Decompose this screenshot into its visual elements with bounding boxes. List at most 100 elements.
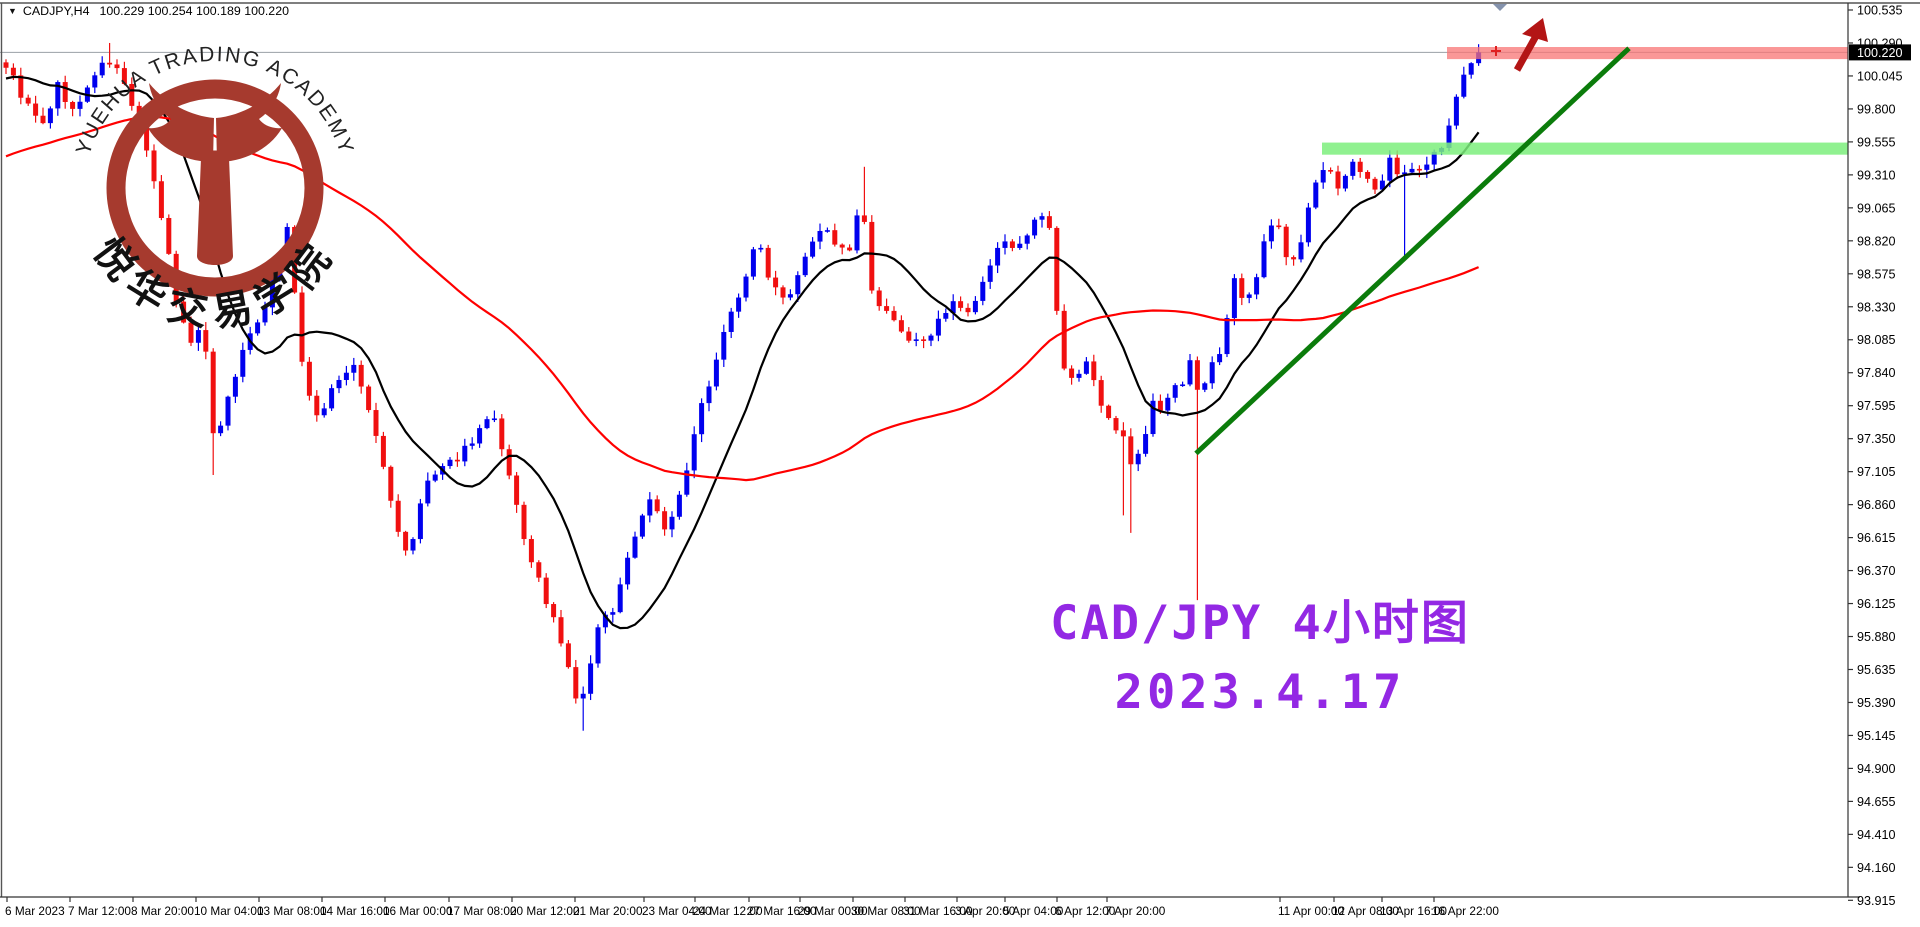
candle-body (1024, 235, 1030, 244)
candle-body (684, 470, 690, 495)
current-price-marker (1491, 46, 1501, 56)
candle-body (1120, 430, 1126, 437)
time-tick-label: 10 Mar 04:00 (194, 904, 264, 918)
candle-body (1231, 278, 1237, 319)
candle-body (1320, 170, 1326, 183)
candle-body (721, 331, 727, 360)
candle-body (943, 313, 949, 319)
candle-body (151, 150, 157, 182)
candle-body (1135, 453, 1141, 465)
candle-body (1091, 361, 1097, 381)
candle-body (824, 230, 830, 232)
candle-body (1416, 168, 1422, 171)
candle-body (1098, 380, 1104, 406)
price-tick-label: 97.595 (1857, 399, 1896, 413)
candle-body (1402, 172, 1408, 175)
candle-body (602, 614, 608, 628)
time-tick-label: 8 Mar 20:00 (131, 904, 194, 918)
candle-body (713, 359, 719, 387)
candle-body (728, 311, 734, 332)
support-zone[interactable] (1322, 142, 1848, 155)
candle-body (1061, 310, 1067, 369)
time-tick-label: 21 Mar 20:00 (573, 904, 643, 918)
candle-body (795, 275, 801, 295)
candle-body (995, 247, 1001, 266)
candle-body (832, 230, 838, 245)
candle-body (1268, 225, 1274, 242)
candle-body (158, 181, 164, 218)
arrow-annotation[interactable] (1513, 18, 1548, 72)
candle-body (1202, 383, 1208, 390)
candle-body (417, 503, 423, 540)
candle-body (388, 466, 394, 501)
candle-body (10, 67, 16, 76)
price-tick-label: 94.410 (1857, 828, 1896, 842)
time-tick-label: 27 Mar 16:00 (747, 904, 817, 918)
price-tick-label: 97.840 (1857, 366, 1896, 380)
ohlc-readout: 100.229 100.254 100.189 100.220 (99, 4, 289, 18)
candle-body (1165, 397, 1171, 411)
candle-body (1157, 400, 1163, 411)
candle-body (1224, 318, 1230, 355)
candle-body (935, 318, 941, 336)
chart-title-bar: ▼ CADJPY,H4 100.229 100.254 100.189 100.… (8, 3, 289, 19)
time-tick-label: 17 Mar 08:00 (447, 904, 517, 918)
candle-body (817, 230, 823, 242)
candle-body (491, 418, 497, 421)
candle-body (181, 301, 187, 323)
price-tick-label: 96.615 (1857, 531, 1896, 545)
candle-body (277, 255, 283, 279)
candle-body (1394, 157, 1400, 175)
candle-body (558, 617, 564, 644)
candle-body (462, 445, 468, 462)
time-tick-label: 6 Mar 2023 (5, 904, 65, 918)
price-tick-label: 98.575 (1857, 267, 1896, 281)
candle-body (521, 504, 527, 540)
candle-body (514, 475, 520, 505)
ma-fast-line (5, 75, 1480, 630)
candle-body (588, 663, 594, 694)
candle-body (269, 278, 275, 308)
candle-body (921, 339, 927, 341)
resistance-zone[interactable] (1447, 47, 1848, 60)
candle-body (40, 115, 46, 124)
candle-body (195, 330, 201, 343)
candle-body (691, 434, 697, 471)
price-tick-label: 100.535 (1857, 4, 1903, 18)
candle-body (232, 376, 238, 397)
candle-body (1342, 175, 1348, 189)
candle-body (1128, 436, 1134, 465)
scroll-position-icon[interactable] (1493, 4, 1507, 11)
price-tick-label: 94.655 (1857, 795, 1896, 809)
candle-body (447, 459, 453, 467)
symbol-dropdown-icon[interactable]: ▼ (8, 6, 17, 16)
candle-body (1468, 63, 1474, 75)
time-tick-label: 24 Mar 12:00 (693, 904, 763, 918)
candle-body (284, 226, 290, 256)
candle-body (610, 612, 616, 615)
candle-body (1246, 294, 1252, 298)
candle-body (299, 292, 305, 362)
candle-body (802, 256, 808, 276)
time-tick-label: 13 Mar 08:00 (257, 904, 327, 918)
candle-body (987, 265, 993, 282)
candle-body (625, 557, 631, 585)
price-tick-label: 100.045 (1857, 69, 1903, 83)
candle-body (1209, 362, 1215, 384)
price-tick-label: 95.635 (1857, 663, 1896, 677)
candle-body (980, 281, 986, 301)
candle-body (144, 126, 150, 151)
candle-body (551, 604, 557, 618)
price-tick-label: 99.065 (1857, 201, 1896, 215)
candle-body (262, 307, 268, 323)
candle-body (129, 83, 135, 106)
candle-body (706, 386, 712, 404)
time-tick-label: 11 Apr 00:00 (1278, 904, 1344, 918)
time-axis: 6 Mar 2023 7 Mar 12:00 8 Mar 20:00 10 Mar 0… (5, 897, 1499, 918)
trendline[interactable] (1194, 46, 1631, 456)
candle-body (107, 62, 113, 65)
candle-body (114, 64, 120, 69)
candle-body (1298, 242, 1304, 260)
